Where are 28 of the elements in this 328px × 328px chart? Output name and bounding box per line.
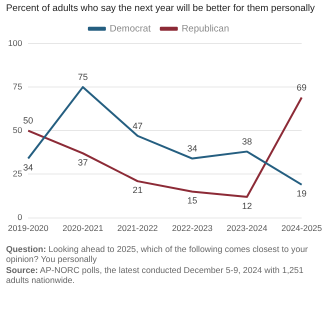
data-label: 21: [132, 185, 143, 196]
data-label: 19: [296, 188, 307, 199]
data-label: 37: [78, 157, 88, 168]
y-tick-label: 0: [17, 212, 22, 222]
data-label: 12: [242, 200, 252, 211]
data-label: 34: [187, 144, 198, 154]
data-label: 47: [132, 120, 143, 131]
legend-label: Democrat: [110, 23, 152, 34]
data-label: 38: [242, 136, 252, 147]
data-label: 75: [78, 72, 88, 82]
x-tick-label: 2023-2024: [226, 223, 268, 234]
source-note: Source: AP-NORC polls, the latest conducted December 5-9, 2024 with 1,251 adults nationwide.: [6, 264, 305, 286]
y-tick-label: 75: [12, 81, 22, 92]
chart-title: Percent of adults who say the next year will be better for them personally: [5, 2, 316, 14]
x-tick-label: 2020-2021: [62, 223, 104, 234]
y-tick-label: 25: [12, 168, 22, 179]
data-label: 50: [23, 116, 34, 126]
data-label: 69: [296, 82, 307, 93]
legend-label: Republican: [182, 23, 230, 34]
x-tick-label: 2019-2020: [8, 223, 49, 234]
data-label: 15: [187, 196, 198, 206]
x-tick-label: 2021-2022: [117, 223, 158, 234]
y-tick-label: 50: [12, 124, 22, 135]
x-tick-label: 2024-2025: [281, 223, 322, 234]
x-tick-label: 2022-2023: [172, 223, 213, 234]
text: Question: Looking ahead to 2025, which of the following comes closest to your opinion? You personally: [6, 244, 309, 265]
y-tick-label: 100: [8, 38, 22, 48]
data-label: 34: [23, 162, 34, 173]
